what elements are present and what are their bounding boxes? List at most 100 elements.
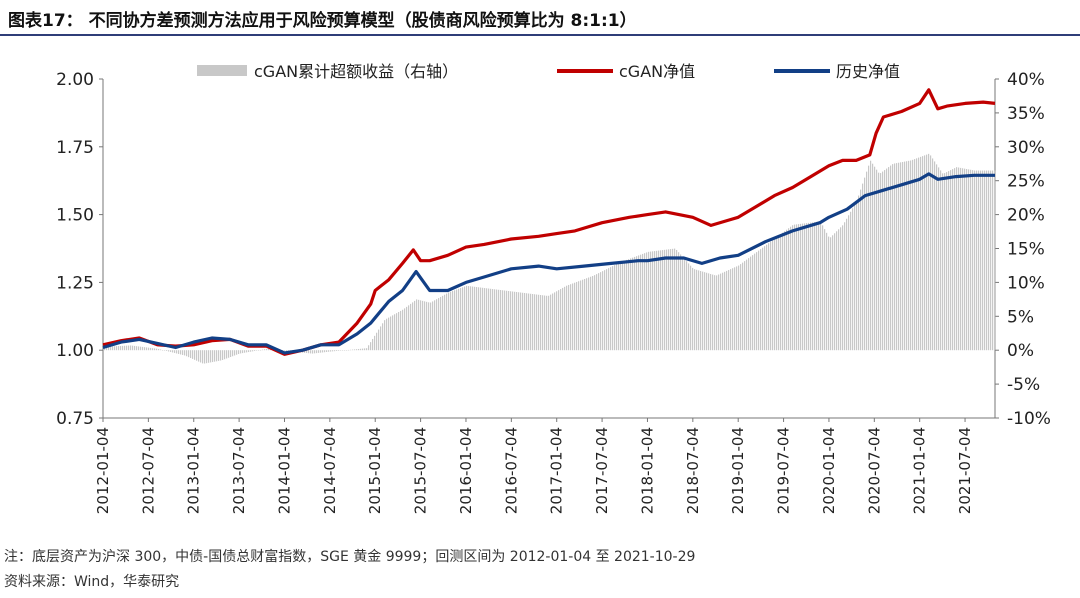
excess-return-bar xyxy=(658,250,660,351)
excess-return-bar xyxy=(822,225,824,351)
excess-return-bar xyxy=(242,350,244,354)
excess-return-bar xyxy=(976,170,978,351)
x-tick-label: 2017-07-04 xyxy=(593,427,611,514)
excess-return-bar xyxy=(908,160,910,351)
excess-return-bar xyxy=(548,295,550,351)
excess-return-bar xyxy=(544,295,546,351)
excess-return-bar xyxy=(136,346,138,351)
excess-return-bar xyxy=(416,299,418,351)
excess-return-bar xyxy=(326,350,328,352)
excess-return-bar xyxy=(306,350,308,354)
title-bar: 图表17： 不同协方差预测方法应用于风险预算模型（股债商风险预算比为 8:1:1… xyxy=(0,0,1080,36)
right-tick-label: 15% xyxy=(1007,240,1045,260)
excess-return-bar xyxy=(258,350,260,351)
excess-return-bar xyxy=(994,170,996,351)
excess-return-bar xyxy=(334,350,336,352)
excess-return-bar xyxy=(920,156,922,351)
excess-return-bar xyxy=(988,170,990,351)
excess-return-bar xyxy=(662,250,664,351)
excess-return-bar xyxy=(230,350,232,357)
excess-return-bar xyxy=(250,350,252,352)
excess-return-bar xyxy=(434,300,436,351)
excess-return-bar xyxy=(458,288,460,351)
excess-return-bar xyxy=(210,350,212,363)
excess-return-bar xyxy=(538,294,540,351)
excess-return-bar xyxy=(694,269,696,351)
excess-return-bar xyxy=(768,243,770,351)
excess-return-bar xyxy=(708,273,710,351)
excess-return-bar xyxy=(586,278,588,351)
excess-return-bar xyxy=(944,173,946,351)
excess-return-bar xyxy=(990,170,992,351)
excess-return-bar xyxy=(758,250,760,351)
excess-return-bar xyxy=(224,350,226,360)
excess-return-bar xyxy=(190,350,192,359)
excess-return-bar xyxy=(578,281,580,351)
excess-return-bar xyxy=(178,350,180,354)
right-tick-label: 10% xyxy=(1007,273,1045,293)
excess-return-bar xyxy=(738,265,740,351)
excess-return-bar xyxy=(390,316,392,351)
excess-return-bar xyxy=(396,313,398,351)
excess-return-bar xyxy=(536,294,538,351)
excess-return-bar xyxy=(592,275,594,351)
excess-return-bar xyxy=(364,348,366,351)
excess-return-bar xyxy=(160,349,162,351)
excess-return-bar xyxy=(806,223,808,351)
excess-return-bar xyxy=(366,348,368,351)
left-tick-label: 0.75 xyxy=(56,409,94,429)
excess-return-bar xyxy=(524,293,526,351)
x-tick-label: 2021-07-04 xyxy=(956,427,974,514)
excess-return-bar xyxy=(860,189,862,351)
excess-return-bar xyxy=(684,258,686,351)
excess-return-bar xyxy=(342,350,344,351)
excess-return-bar xyxy=(424,301,426,351)
excess-return-bar xyxy=(168,350,170,352)
left-tick-label: 1.25 xyxy=(56,273,94,293)
excess-return-bar xyxy=(560,289,562,351)
excess-return-bar xyxy=(394,314,396,351)
excess-return-bar xyxy=(706,272,708,351)
right-tick-label: 25% xyxy=(1007,172,1045,192)
excess-return-bar xyxy=(490,288,492,351)
excess-return-bar xyxy=(630,258,632,351)
excess-return-bar xyxy=(882,171,884,351)
excess-return-bar xyxy=(502,290,504,351)
excess-return-bar xyxy=(824,229,826,351)
excess-return-bar xyxy=(526,293,528,351)
excess-return-bar xyxy=(156,348,158,351)
excess-return-bar xyxy=(628,259,630,351)
chart-note: 注：底层资产为沪深 300，中债-国债总财富指数，SGE 黄金 9999；回测区… xyxy=(4,549,696,565)
excess-return-bar xyxy=(798,224,800,351)
excess-return-bar xyxy=(470,286,472,351)
excess-return-bar xyxy=(150,347,152,351)
excess-return-bar xyxy=(656,250,658,351)
excess-return-bar xyxy=(814,222,816,351)
right-tick-label: 35% xyxy=(1007,104,1045,124)
excess-return-bar xyxy=(442,295,444,351)
right-tick-label: -10% xyxy=(1007,409,1051,429)
excess-return-bar xyxy=(746,259,748,351)
excess-return-bar xyxy=(514,291,516,351)
excess-return-bar xyxy=(376,332,378,351)
excess-return-bar xyxy=(764,246,766,351)
excess-return-bar xyxy=(374,335,376,351)
excess-return-bar xyxy=(122,345,124,351)
excess-return-bar xyxy=(438,298,440,351)
x-tick-label: 2019-07-04 xyxy=(775,427,793,514)
nav-lines xyxy=(102,88,996,356)
excess-return-bar xyxy=(950,170,952,351)
excess-return-bar xyxy=(634,256,636,351)
excess-return-bar xyxy=(932,158,934,351)
excess-return-bar xyxy=(926,154,928,351)
excess-return-bar xyxy=(904,161,906,351)
x-tick-label: 2012-07-04 xyxy=(139,427,157,514)
x-tick-label: 2013-01-04 xyxy=(185,427,203,514)
excess-return-bar xyxy=(880,173,882,351)
excess-return-bar xyxy=(900,162,902,351)
excess-return-bar xyxy=(894,163,896,351)
excess-return-bar xyxy=(220,350,222,361)
excess-return-bar xyxy=(648,251,650,351)
excess-return-bar xyxy=(498,289,500,351)
excess-return-bar xyxy=(382,323,384,351)
